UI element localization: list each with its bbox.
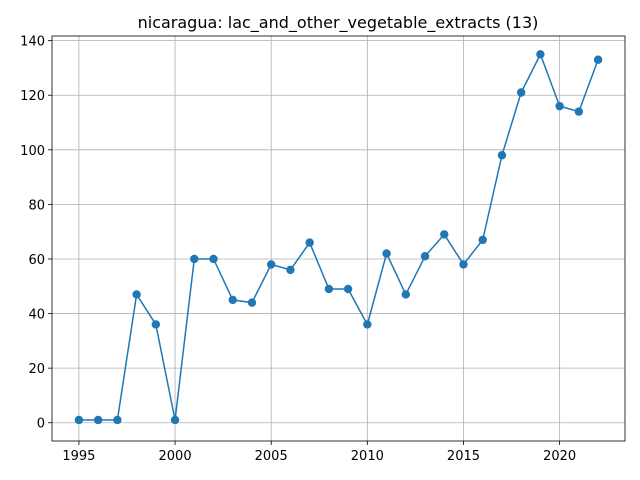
- x-tick-label: 2010: [351, 449, 384, 464]
- data-point: [74, 415, 84, 425]
- y-tick-label: 60: [28, 253, 45, 268]
- x-tick-label: 1995: [62, 449, 95, 464]
- x-tick-label: 2015: [447, 449, 480, 464]
- data-point: [170, 415, 180, 425]
- data-point: [286, 265, 295, 275]
- data-point: [459, 260, 468, 269]
- data-point: [401, 290, 410, 299]
- data-point: [420, 252, 430, 261]
- data-point: [555, 101, 564, 111]
- x-tick-label: 2005: [255, 449, 288, 464]
- data-point: [151, 320, 161, 329]
- data-point: [228, 295, 237, 305]
- y-tick-label: 120: [20, 89, 45, 104]
- y-tick-label: 20: [28, 362, 45, 377]
- x-tick-label: 2000: [159, 449, 192, 464]
- series-line: [78, 52, 599, 421]
- x-tick-label: 2020: [543, 449, 576, 464]
- data-point: [516, 88, 526, 97]
- data-point: [497, 151, 507, 160]
- plot-frame: [51, 35, 626, 442]
- data-point: [440, 230, 449, 239]
- axis-ticks: 1995 2000 2005 2010 2015 2020 0 20 40 60 80 100 120 1…: [20, 35, 576, 464]
- data-point: [113, 415, 122, 425]
- y-tick-label: 80: [28, 198, 45, 213]
- data-point: [363, 320, 372, 329]
- data-point: [305, 238, 314, 247]
- grid: [52, 36, 625, 441]
- data-point: [343, 284, 353, 294]
- y-tick-label: 0: [37, 417, 45, 432]
- data-point: [382, 249, 391, 258]
- y-tick-label: 40: [28, 308, 45, 323]
- series-layer: [74, 50, 603, 425]
- data-point: [190, 254, 199, 264]
- data-point: [478, 235, 487, 245]
- data-point: [209, 254, 218, 264]
- data-point: [247, 298, 257, 307]
- data-point: [574, 107, 584, 116]
- data-point: [132, 290, 141, 299]
- chart-title: nicaragua: lac_and_other_vegetable_extra…: [138, 13, 539, 33]
- data-point: [324, 284, 334, 294]
- data-point: [93, 415, 103, 425]
- y-tick-label: 100: [20, 144, 45, 159]
- data-point: [267, 260, 276, 269]
- data-point: [593, 55, 603, 64]
- data-point: [536, 50, 545, 59]
- y-tick-label: 140: [20, 35, 45, 50]
